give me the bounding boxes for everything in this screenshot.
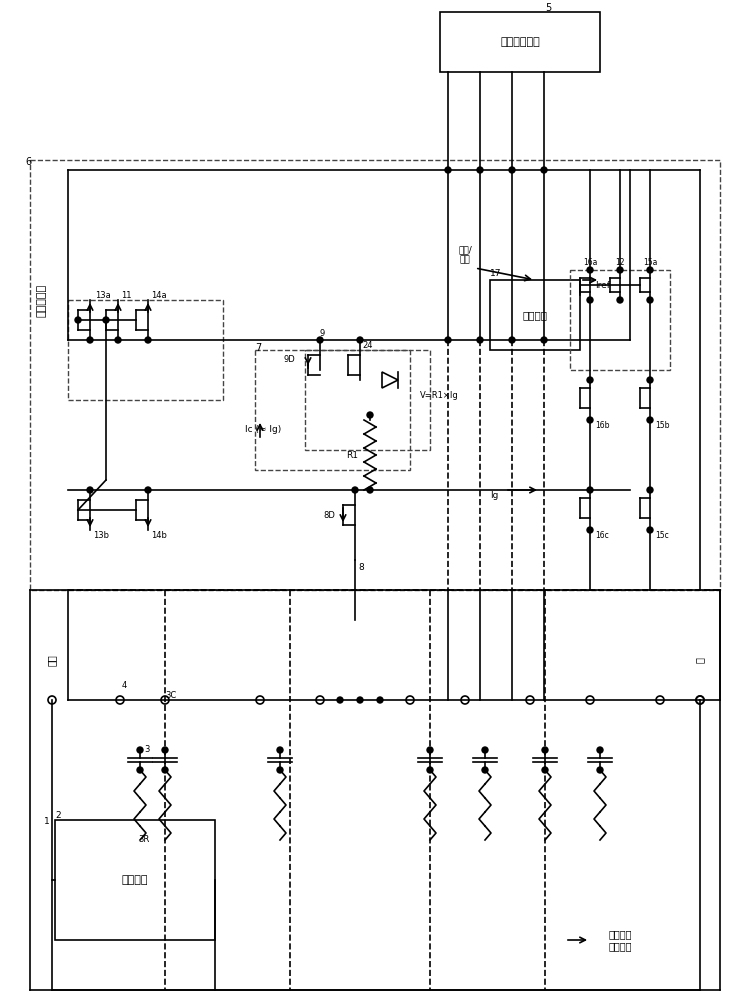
Circle shape (647, 297, 653, 303)
Bar (490, 280, 580, 350)
Text: 7: 7 (255, 343, 261, 353)
Circle shape (647, 487, 653, 493)
Circle shape (377, 697, 383, 703)
Text: 4: 4 (122, 681, 127, 690)
Text: 开关控制
电流路径: 开关控制 电流路径 (608, 929, 632, 951)
Circle shape (357, 337, 363, 343)
Circle shape (509, 337, 515, 343)
Text: 接通/
关断: 接通/ 关断 (458, 245, 472, 265)
Text: 电压测量电路: 电压测量电路 (500, 37, 540, 47)
Circle shape (137, 747, 143, 753)
Text: 13a: 13a (95, 290, 111, 300)
Circle shape (103, 317, 109, 323)
Text: 控制电路: 控制电路 (523, 310, 547, 320)
Circle shape (647, 417, 653, 423)
Circle shape (145, 487, 151, 493)
Bar (305, 350, 430, 450)
Circle shape (542, 747, 548, 753)
Circle shape (477, 337, 483, 343)
Text: 12: 12 (615, 258, 625, 267)
Text: 5: 5 (545, 3, 551, 13)
Circle shape (509, 167, 515, 173)
Circle shape (587, 417, 593, 423)
Text: V=R1×Ig: V=R1×Ig (420, 390, 459, 399)
Circle shape (137, 767, 143, 773)
Text: 14a: 14a (151, 290, 166, 300)
Bar (68, 300, 223, 400)
Text: 11: 11 (121, 290, 132, 300)
Circle shape (647, 267, 653, 273)
Text: 16b: 16b (595, 420, 609, 430)
Circle shape (352, 487, 358, 493)
Text: 15a: 15a (643, 258, 657, 267)
Circle shape (75, 317, 81, 323)
Circle shape (87, 487, 93, 493)
Circle shape (277, 747, 283, 753)
Text: 15c: 15c (655, 530, 669, 540)
Circle shape (445, 167, 451, 173)
Circle shape (337, 697, 343, 703)
Circle shape (587, 487, 593, 493)
Circle shape (587, 297, 593, 303)
Text: 15b: 15b (655, 420, 669, 430)
Circle shape (357, 697, 363, 703)
Text: Ig: Ig (490, 490, 498, 499)
Text: 16a: 16a (583, 258, 597, 267)
Text: 9: 9 (320, 329, 325, 338)
Text: Ic (≈ Ig): Ic (≈ Ig) (245, 426, 282, 434)
Circle shape (145, 337, 151, 343)
Bar (255, 350, 410, 470)
Circle shape (541, 167, 547, 173)
Text: 16c: 16c (595, 530, 608, 540)
Circle shape (647, 527, 653, 533)
Text: 测量对象: 测量对象 (122, 875, 148, 885)
Text: 6: 6 (25, 157, 31, 167)
Text: 9D: 9D (283, 356, 295, 364)
Circle shape (115, 337, 121, 343)
Circle shape (427, 747, 433, 753)
Circle shape (587, 377, 593, 383)
Text: 8D: 8D (323, 510, 335, 520)
Text: 8: 8 (358, 564, 364, 572)
Text: 17: 17 (490, 269, 501, 278)
Circle shape (617, 267, 623, 273)
Text: 选择器电路: 选择器电路 (37, 283, 47, 317)
Text: 1: 1 (44, 818, 50, 826)
Text: R1: R1 (346, 450, 358, 460)
Circle shape (482, 747, 488, 753)
Text: 3: 3 (145, 746, 150, 754)
Circle shape (541, 337, 547, 343)
Circle shape (367, 412, 373, 418)
Circle shape (597, 747, 603, 753)
Circle shape (482, 767, 488, 773)
Text: 地: 地 (695, 657, 705, 663)
Bar (55, 820, 215, 940)
Text: 2: 2 (55, 811, 61, 820)
Circle shape (647, 377, 653, 383)
Circle shape (317, 337, 323, 343)
Circle shape (162, 767, 168, 773)
Circle shape (542, 767, 548, 773)
Text: 3C: 3C (165, 691, 176, 700)
Circle shape (277, 767, 283, 773)
Circle shape (367, 487, 373, 493)
Text: Iref: Iref (595, 280, 610, 290)
Text: 24: 24 (362, 340, 373, 350)
Text: 3R: 3R (139, 836, 150, 844)
Circle shape (587, 267, 593, 273)
Text: 14b: 14b (151, 530, 167, 540)
Circle shape (427, 767, 433, 773)
Text: 13b: 13b (93, 530, 109, 540)
Bar (570, 270, 670, 370)
Circle shape (477, 167, 483, 173)
Bar (440, 12, 600, 72)
Text: 电源: 电源 (47, 654, 57, 666)
Circle shape (597, 767, 603, 773)
Circle shape (87, 337, 93, 343)
Circle shape (617, 297, 623, 303)
Circle shape (445, 337, 451, 343)
Circle shape (162, 747, 168, 753)
Bar (30, 160, 720, 590)
Circle shape (587, 527, 593, 533)
